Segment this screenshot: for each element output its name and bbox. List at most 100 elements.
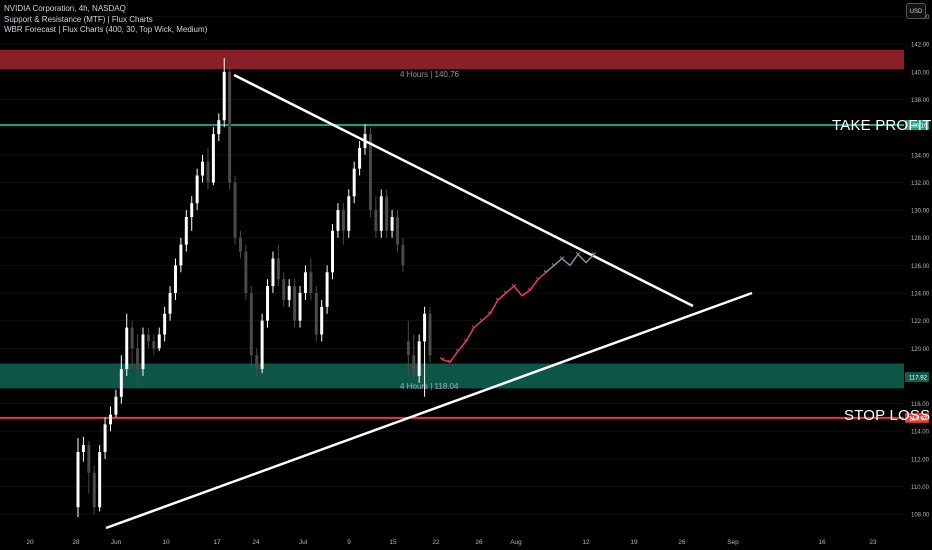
- candle-body: [293, 286, 297, 321]
- price-badge: [905, 412, 929, 423]
- time-tick-label: 16: [818, 539, 826, 546]
- support-zone: [0, 363, 904, 389]
- candle-body: [379, 196, 383, 231]
- price-tick-label: 142.00: [911, 43, 930, 49]
- candle-body: [352, 168, 356, 197]
- candle-body: [179, 244, 183, 266]
- symbol-title[interactable]: NVIDIA Corporation, 4h, NASDAQ: [4, 4, 126, 13]
- time-tick-label: 12: [582, 539, 590, 546]
- candle-body: [341, 210, 345, 231]
- price-tick-label: 108.00: [911, 513, 930, 519]
- candle-body: [320, 306, 324, 335]
- candle-body: [396, 217, 399, 245]
- candle-body: [130, 327, 134, 349]
- time-tick-label: Sep: [727, 539, 739, 546]
- candle-body: [298, 293, 302, 321]
- candle-body: [146, 334, 150, 342]
- time-tick-label: 17: [213, 539, 221, 546]
- candle-body: [184, 217, 188, 245]
- candle-body: [374, 210, 378, 231]
- candle-body: [401, 244, 405, 266]
- price-tick-label: 138.00: [911, 98, 930, 104]
- candle-body: [206, 161, 210, 183]
- price-tick-label: 114.00: [911, 430, 930, 436]
- candle-body: [249, 293, 253, 356]
- candle-body: [119, 369, 123, 397]
- price-badge: [905, 119, 929, 130]
- forecast-path-red: [441, 271, 547, 363]
- candle-body: [211, 134, 215, 183]
- candle-body: [125, 327, 129, 370]
- candle-body: [406, 341, 410, 356]
- candle-body: [109, 414, 112, 425]
- candle-body: [141, 334, 145, 370]
- time-tick-label: 24: [252, 539, 260, 546]
- candle-body: [103, 424, 107, 452]
- price-badge-label: 117.92: [909, 376, 928, 382]
- price-badge-label: 114.97: [909, 416, 928, 422]
- currency-button[interactable]: USD: [906, 3, 926, 19]
- candle-body: [347, 196, 351, 231]
- time-tick-label: Jul: [299, 539, 308, 546]
- candle-body: [92, 472, 96, 508]
- time-axis[interactable]: 20 28 Jun 10 17 24 Jul 9 15 22 26 Aug 12 19 26 Sep 16 23: [26, 539, 877, 546]
- candle-body: [417, 341, 421, 376]
- candle-body: [287, 286, 291, 300]
- price-badge: [905, 372, 929, 383]
- candles-layer: [76, 58, 432, 517]
- candle-body: [423, 313, 427, 342]
- candle-body: [368, 134, 372, 211]
- candle-body: [168, 293, 172, 314]
- candle-body: [276, 258, 280, 280]
- stop-loss-label: STOP LOSS: [844, 407, 931, 424]
- candle-body: [157, 334, 161, 349]
- time-tick-label: 26: [475, 539, 483, 546]
- descending-trendline[interactable]: [233, 73, 694, 308]
- candle-body: [217, 120, 221, 135]
- resistance-zone-label: 4 Hours | 140.76: [400, 70, 460, 79]
- candle-body: [309, 272, 313, 294]
- candle-body: [87, 445, 91, 473]
- time-tick-label: 23: [869, 539, 877, 546]
- candle-body: [271, 258, 275, 287]
- price-tick-label: 140.00: [911, 70, 930, 76]
- price-tick-label: 126.00: [911, 264, 930, 270]
- time-tick-label: 20: [26, 539, 34, 546]
- trendlines-layer[interactable]: [105, 73, 753, 530]
- time-tick-label: 10: [162, 539, 170, 546]
- candle-body: [76, 451, 80, 508]
- price-tick-label: 110.00: [911, 485, 930, 491]
- candle-body: [331, 230, 335, 273]
- candle-body: [303, 272, 307, 294]
- candle-body: [428, 313, 432, 356]
- time-tick-label: Aug: [510, 539, 522, 546]
- candle-body: [260, 320, 264, 370]
- time-tick-label: 19: [630, 539, 638, 546]
- time-tick-label: 28: [72, 539, 80, 546]
- candle-body: [385, 196, 389, 231]
- price-axis[interactable]: 108.00110.00112.00114.00116.00118.00120.…: [904, 0, 932, 550]
- ascending-trendline[interactable]: [105, 291, 753, 530]
- price-badge-label: 136.16: [909, 123, 928, 129]
- candle-body: [195, 175, 199, 204]
- candle-body: [201, 161, 205, 176]
- chart-legend: NVIDIA Corporation, 4h, NASDAQ Support &…: [4, 4, 207, 36]
- candle-body: [358, 147, 362, 169]
- price-tick-label: 128.00: [911, 236, 930, 242]
- candle-body: [228, 71, 232, 183]
- levels-layer: [0, 123, 904, 419]
- resistance-zone: [0, 49, 904, 70]
- indicator-sr[interactable]: Support & Resistance (MTF) | Flux Charts: [4, 14, 153, 24]
- forecast-layer: [439, 251, 597, 363]
- candle-body: [173, 265, 177, 294]
- time-tick-label: 22: [432, 539, 440, 546]
- candle-body: [244, 251, 248, 294]
- forecast-path-red-marker: [439, 357, 445, 361]
- indicator-wbr[interactable]: WBR Forecast | Flux Charts (400, 30, Top…: [4, 25, 208, 34]
- candle-body: [114, 396, 118, 415]
- price-tick-label: 124.00: [911, 292, 930, 298]
- candle-body: [136, 348, 140, 370]
- candle-body: [163, 313, 167, 335]
